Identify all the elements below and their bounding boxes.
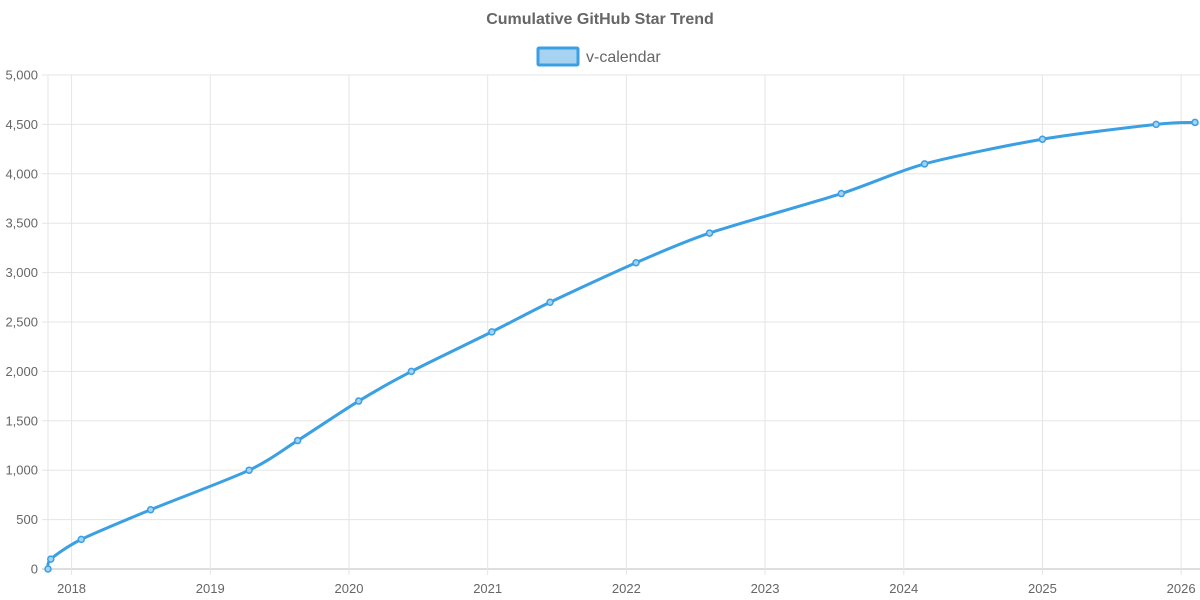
data-point[interactable]: [77, 535, 86, 544]
grid-lines: [42, 74, 1200, 575]
data-point[interactable]: [146, 505, 155, 514]
series-line-v-calendar: [46, 120, 1197, 571]
data-point[interactable]: [488, 328, 496, 336]
x-tick-label: 2023: [751, 581, 780, 596]
data-point[interactable]: [1152, 120, 1160, 129]
y-tick-label: 4,500: [5, 117, 38, 132]
data-point[interactable]: [632, 258, 640, 267]
y-tick-label: 3,000: [5, 265, 38, 280]
y-tick-label: 2,000: [5, 364, 38, 379]
data-point[interactable]: [546, 298, 554, 306]
data-point[interactable]: [705, 229, 714, 237]
series-v-calendar: [44, 118, 1199, 573]
legend-label-v-calendar[interactable]: v-calendar: [586, 49, 661, 66]
x-tick-label: 2021: [473, 581, 502, 596]
y-tick-label: 5,000: [5, 68, 38, 83]
x-tick-label: 2020: [335, 581, 364, 596]
x-tick-label: 2024: [889, 581, 918, 596]
y-tick-label: 500: [16, 512, 38, 527]
y-tick-label: 0: [31, 562, 38, 577]
data-point[interactable]: [920, 160, 929, 168]
data-point[interactable]: [44, 565, 52, 573]
x-tick-label: 2022: [612, 581, 641, 596]
data-point[interactable]: [837, 189, 846, 198]
legend[interactable]: v-calendar: [536, 46, 661, 67]
x-tick-label: 2025: [1028, 581, 1057, 596]
data-point[interactable]: [293, 436, 302, 445]
data-point[interactable]: [47, 555, 55, 563]
data-point[interactable]: [1038, 135, 1047, 143]
chart-title: Cumulative GitHub Star Trend: [486, 11, 714, 28]
y-axis: 0 500 1,000 1,500 2,000 2,500 3,000 3,500 4,000 4…: [5, 68, 38, 577]
x-tick-label: 2026: [1167, 581, 1196, 596]
y-tick-label: 3,500: [5, 216, 38, 231]
x-tick-label: 2019: [196, 581, 225, 596]
y-tick-label: 1,000: [5, 463, 38, 478]
data-point[interactable]: [354, 397, 363, 405]
data-point[interactable]: [245, 466, 253, 474]
y-tick-label: 2,500: [5, 315, 38, 330]
data-point[interactable]: [1191, 118, 1199, 127]
y-tick-label: 1,500: [5, 413, 38, 428]
legend-swatch-v-calendar[interactable]: [536, 46, 580, 67]
x-tick-label: 2018: [57, 581, 86, 596]
data-point[interactable]: [407, 367, 416, 376]
y-tick-label: 4,000: [5, 166, 38, 181]
x-axis: 2018 2019 2020 2021 2022 2023 2024 2025 2026: [57, 581, 1195, 596]
